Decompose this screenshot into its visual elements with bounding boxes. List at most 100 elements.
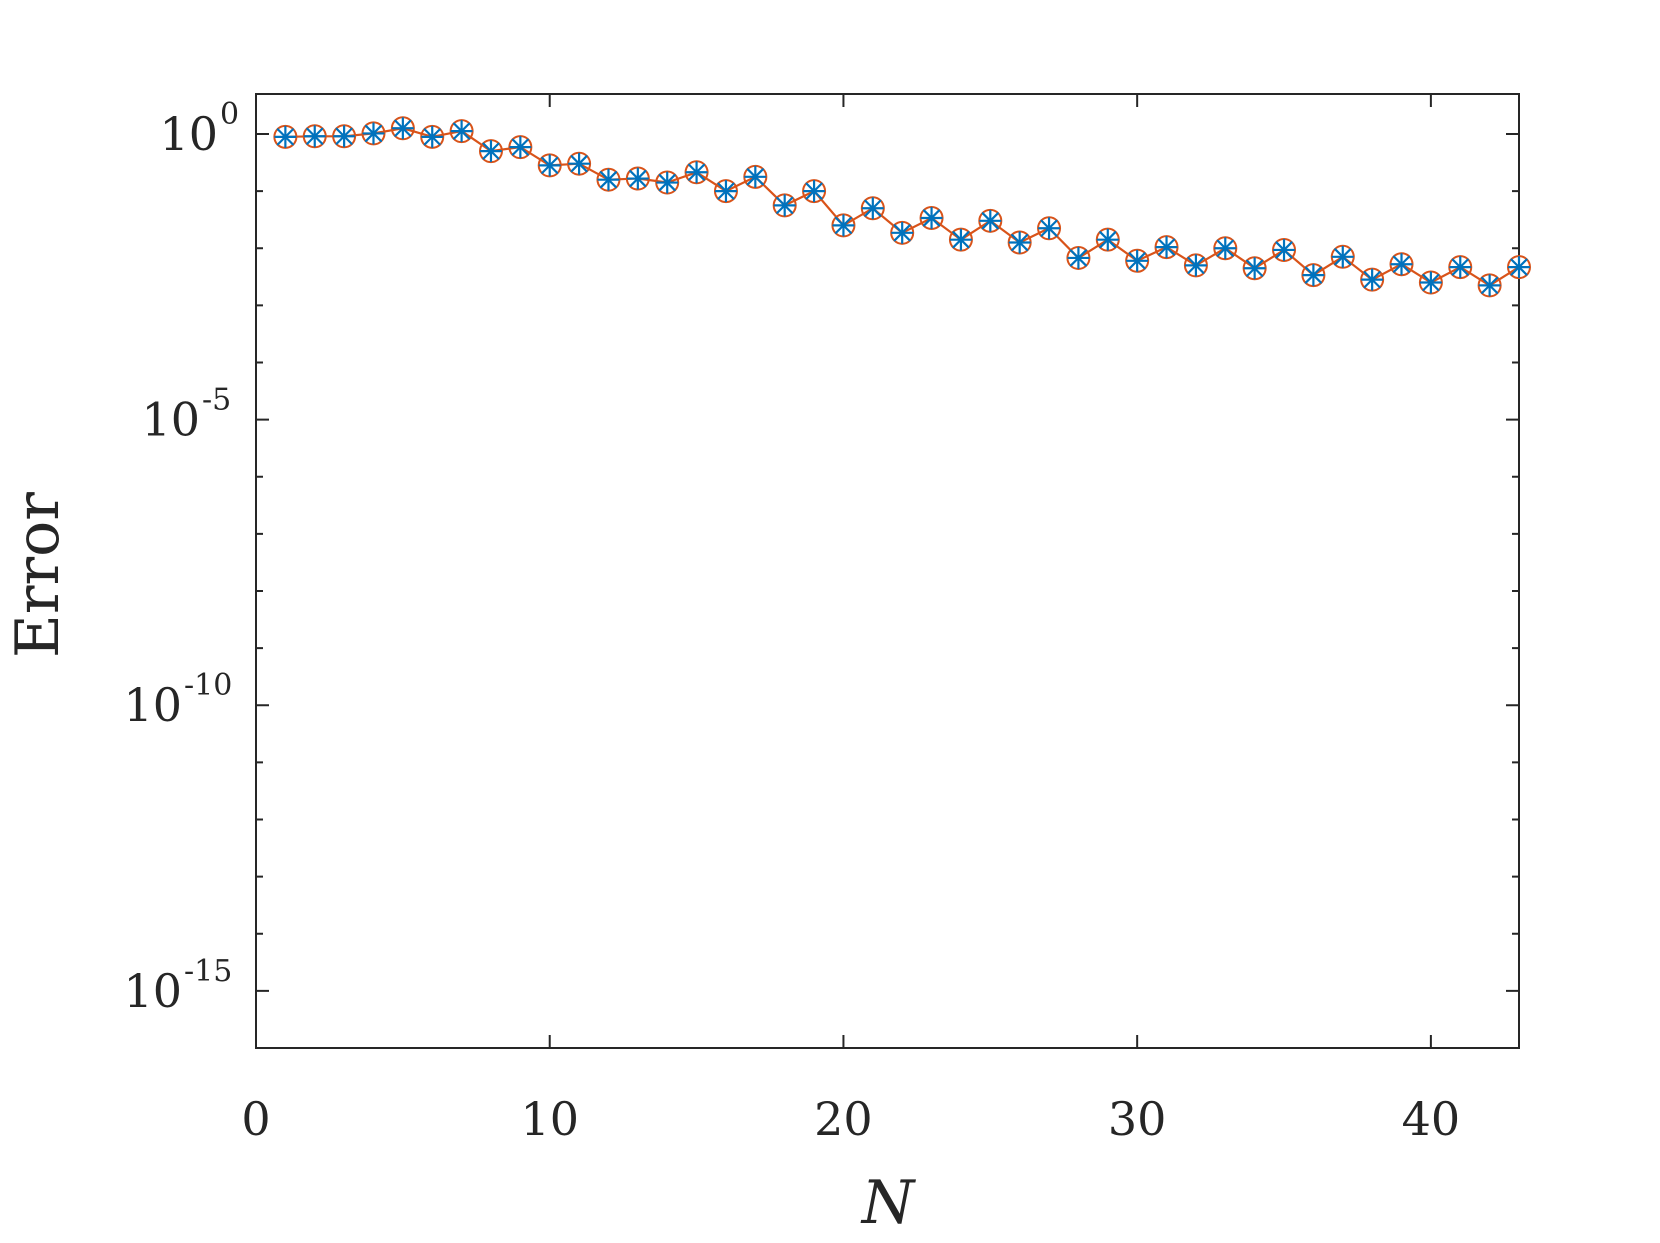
asterisk-stroke: [687, 163, 706, 181]
data-point-asterisk: [891, 221, 914, 244]
data-point-asterisk: [567, 152, 591, 175]
data-point-asterisk: [450, 120, 473, 143]
asterisk-stroke: [1392, 255, 1411, 273]
data-point-asterisk: [538, 154, 561, 177]
data-point-asterisk: [832, 214, 855, 237]
data-point-asterisk: [597, 168, 620, 191]
asterisk-stroke: [834, 216, 853, 234]
data-point-asterisk: [303, 125, 326, 148]
plot-area: [256, 94, 1519, 1048]
data-point-asterisk: [479, 140, 503, 163]
data-point-asterisk: [1507, 255, 1531, 279]
asterisk-stroke: [1128, 252, 1146, 270]
data-point-asterisk: [861, 197, 884, 220]
asterisk-stroke: [952, 231, 970, 249]
asterisk-stroke: [1157, 238, 1176, 256]
data-point-asterisk: [626, 167, 649, 190]
asterisk-stroke: [864, 199, 882, 217]
y-axis-title: Error: [3, 492, 73, 658]
data-point-asterisk: [1096, 228, 1119, 251]
asterisk-stroke: [629, 169, 647, 188]
asterisk-stroke: [364, 124, 383, 143]
data-point-asterisk: [1126, 249, 1149, 272]
asterisk-stroke: [1099, 231, 1117, 249]
asterisk-stroke: [1422, 273, 1440, 292]
y-tick-label-base: 10: [159, 107, 218, 161]
x-axis-title: N: [860, 1168, 917, 1238]
data-point-asterisk: [685, 161, 708, 184]
y-tick-label-base: 10: [123, 678, 182, 732]
data-point-asterisk: [1067, 246, 1090, 270]
data-series: [273, 116, 1531, 298]
asterisk-stroke: [805, 182, 823, 200]
data-point-asterisk: [773, 194, 796, 217]
y-tick-label-exponent: -10: [184, 668, 232, 703]
data-point-asterisk: [1331, 245, 1354, 268]
asterisk-stroke: [922, 209, 941, 227]
asterisk-stroke: [776, 196, 794, 214]
asterisk-stroke: [1451, 258, 1469, 276]
data-point-asterisk: [362, 122, 385, 145]
asterisk-stroke: [306, 127, 324, 145]
asterisk-stroke: [394, 119, 412, 137]
data-point-asterisk: [1272, 238, 1296, 262]
y-tick-label-exponent: -15: [184, 954, 232, 989]
asterisk-stroke: [717, 182, 735, 200]
y-tick-label-base: 10: [123, 964, 182, 1018]
data-point-asterisk: [802, 180, 826, 203]
y-tick-label-base: 10: [141, 393, 200, 447]
asterisk-stroke: [541, 156, 559, 175]
asterisk-stroke: [511, 138, 529, 156]
y-tick-label: 10 -15: [123, 954, 232, 1018]
data-point-asterisk: [333, 125, 356, 148]
asterisk-stroke: [1216, 239, 1234, 257]
data-point-asterisk: [714, 180, 738, 203]
asterisk-stroke: [276, 128, 294, 146]
asterisk-stroke: [482, 142, 500, 160]
asterisk-stroke: [1304, 266, 1322, 284]
asterisk-stroke: [746, 168, 764, 186]
data-point-asterisk: [1302, 263, 1325, 287]
asterisk-stroke: [1510, 258, 1528, 276]
data-point-asterisk: [1184, 254, 1208, 277]
x-tick-label: 30: [1108, 1092, 1167, 1146]
data-point-asterisk: [1008, 231, 1031, 254]
x-tick-label: 40: [1402, 1092, 1461, 1146]
asterisk-stroke: [1481, 276, 1499, 294]
asterisk-stroke: [1246, 259, 1264, 277]
asterisk-stroke: [1069, 249, 1088, 267]
data-point-asterisk: [744, 165, 767, 188]
data-point-asterisk: [949, 228, 973, 251]
axis-ticks: [255, 94, 1519, 1049]
x-tick-labels: 0 10 20 30 40: [241, 1092, 1460, 1146]
x-tick-label: 10: [520, 1092, 579, 1146]
y-tick-label-exponent: 0: [220, 97, 239, 132]
asterisk-stroke: [658, 173, 676, 192]
data-point-asterisk: [656, 171, 679, 194]
data-point-asterisk: [509, 136, 532, 159]
data-point-asterisk: [979, 209, 1002, 232]
data-point-asterisk: [1214, 237, 1237, 260]
plot-frame: [255, 93, 1520, 1049]
x-tick-label: 0: [241, 1092, 270, 1146]
data-point-asterisk: [920, 206, 943, 230]
asterisk-stroke: [1011, 233, 1029, 252]
data-point-asterisk: [1478, 274, 1501, 297]
asterisk-stroke: [570, 155, 588, 173]
data-point-asterisk: [1155, 235, 1178, 259]
asterisk-stroke: [981, 212, 999, 230]
data-point-asterisk: [1449, 255, 1472, 279]
asterisk-stroke: [599, 171, 618, 189]
asterisk-stroke: [1040, 219, 1058, 237]
data-point-asterisk: [1390, 253, 1413, 276]
data-point-asterisk: [1361, 268, 1384, 291]
data-point-asterisk: [421, 125, 444, 148]
data-point-asterisk: [274, 125, 297, 148]
data-point-asterisk: [1419, 271, 1442, 294]
asterisk-stroke: [1334, 248, 1352, 266]
y-tick-label: 10 -5: [141, 383, 231, 447]
y-tick-label: 10 0: [159, 97, 239, 161]
asterisk-stroke: [335, 127, 353, 145]
